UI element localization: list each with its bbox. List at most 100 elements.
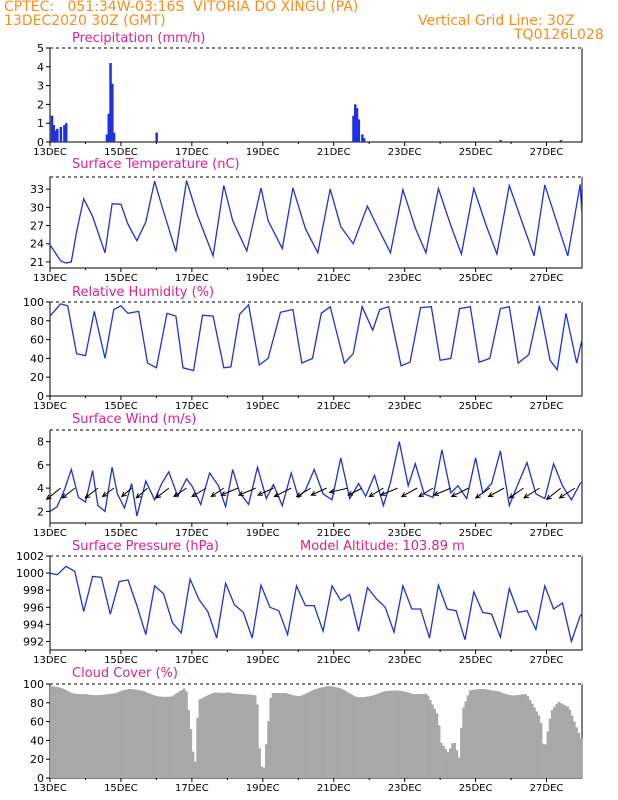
x-tick-label: 25DEC [459,147,493,158]
cloud-bar [298,696,301,778]
cloud-bar [331,686,335,778]
cloud-bar [178,691,182,778]
cloud-bar [247,694,250,778]
cloud-bar [123,689,126,778]
cloud-bar [375,694,379,778]
cloud-bar [262,767,266,778]
cloud-bar [98,695,102,778]
cloud-bar [245,694,248,778]
wind-arrow [238,487,256,496]
header-code: TQ0126L028 [514,27,604,43]
precip-bar [50,115,54,142]
wind-arrow-head [545,494,552,501]
wind-arrow-head [273,492,280,498]
series-line [49,303,583,372]
precip-bar [64,123,68,142]
wind-arrow [329,487,349,493]
cloud-bar [132,689,135,778]
wind-arrow-head [172,491,179,498]
cloud-bar [577,732,581,778]
y-tick-label: 33 [30,183,44,196]
cloud-bar [404,691,408,778]
cloud-bar [311,690,315,778]
x-tick-label: 15DEC [104,273,138,284]
cloud-bar [455,750,459,778]
y-tick-label: 1000 [16,567,44,580]
cloud-bar [373,694,377,778]
cloud-bar [362,697,366,778]
y-tick-label: 2 [37,98,44,111]
cloud-bar [231,693,235,778]
x-tick-label: 15DEC [104,147,138,158]
cloud-bar [513,695,516,778]
cloud-bar [329,686,332,778]
y-tick-label: 994 [23,618,44,631]
y-tick-label: 0 [37,390,44,403]
wind-arrow [61,487,76,499]
cloud-bar [176,692,179,778]
cloud-bar [508,695,512,778]
wind-arrow [369,487,384,497]
wind-arrow [155,487,170,499]
x-tick-label: 23DEC [388,528,422,539]
cloud-bar [451,743,454,778]
wind-arrow-head [328,488,335,494]
wind-arrow [559,487,576,499]
y-tick-label: 40 [30,734,44,747]
cloud-bar [309,691,312,778]
cloud-bar [360,697,363,778]
panel-title: Relative Humidity (%) [72,285,214,300]
cloud-bar [433,708,436,778]
cloud-bar [187,710,190,778]
wind-arrow [451,487,469,497]
panel-title: Surface Wind (m/s) [72,412,196,427]
x-tick-label: 19DEC [246,655,280,666]
precip-bar [54,130,57,142]
cloud-bar [335,687,339,778]
cloud-bar [233,693,237,778]
cloud-bar [61,688,64,778]
cloud-bar [89,694,93,778]
x-tick-label: 19DEC [246,783,280,794]
wind-arrow [136,487,148,499]
cloud-bar [522,694,525,778]
cloud-bar [488,690,492,778]
wind-arrow [191,487,207,497]
cloud-bar [307,692,310,778]
precip-bar [59,126,63,142]
wind-arrow-head [61,493,68,499]
y-tick-label: 8 [37,436,44,449]
y-tick-label: 4 [37,61,44,74]
wind-arrow-head [474,493,481,499]
x-tick-label: 15DEC [104,401,138,412]
cloud-bar [524,694,527,778]
wind-arrow-head [84,493,91,499]
y-tick-label: 21 [30,256,44,269]
x-tick-label: 21DEC [317,147,351,158]
cloud-bar [322,686,326,778]
x-tick-label: 17DEC [175,783,209,794]
y-tick-label: 20 [30,371,44,384]
cloud-bar [120,690,124,778]
header-grid-note: Vertical Grid Line: 30Z [418,13,575,29]
cloud-bar [562,704,565,778]
wind-arrow-head [368,492,375,498]
precip-bar [362,138,366,142]
cloud-bar [276,692,279,778]
x-tick-label: 21DEC [317,783,351,794]
x-tick-label: 25DEC [459,273,493,284]
cloud-bar [415,694,419,778]
cloud-bar [214,692,217,778]
precip-bar [63,125,66,142]
wind-arrow [210,487,225,497]
cloud-bar [480,688,483,778]
cloud-bar [413,694,417,778]
precip-bar [352,115,355,142]
cloud-bar [200,698,204,778]
cloud-bar [143,691,146,778]
cloud-bar [87,694,91,778]
cloud-bar [194,761,197,778]
cloud-bar [371,695,374,778]
panel-title: Surface Pressure (hPa) [72,539,219,554]
cloud-bar [220,692,224,778]
